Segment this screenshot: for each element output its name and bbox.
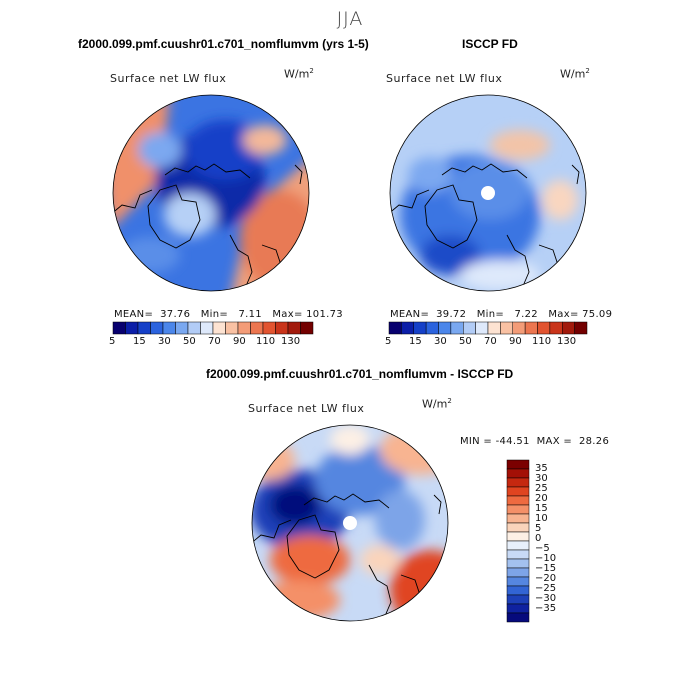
panel2-colorbar-ticks: 5 15 30 50 70 90 110 130 <box>385 336 577 347</box>
colorbar-swatch <box>506 495 530 506</box>
season-title: JJA <box>336 8 364 30</box>
colorbar-swatch <box>506 486 530 497</box>
panel1-colorbar <box>112 321 314 335</box>
colorbar-swatch <box>300 321 314 335</box>
panel1-unit: W/m2 <box>284 67 314 81</box>
panel2-colorbar <box>388 321 588 335</box>
panel3-stats: MIN = -44.51 MAX = 28.26 <box>460 436 610 447</box>
colorbar-swatch <box>506 540 530 551</box>
colorbar-swatch <box>506 477 530 488</box>
colorbar-swatch <box>506 558 530 569</box>
colorbar-swatch <box>506 522 530 533</box>
colorbar-swatch <box>506 468 530 479</box>
colorbar-swatch <box>506 594 530 605</box>
panel2-stats: MEAN= 39.72 Min= 7.22 Max= 75.09 <box>390 309 613 320</box>
panel3-variable-label: Surface net LW flux <box>248 402 365 415</box>
panel3-unit: W/m2 <box>422 397 452 411</box>
colorbar-swatch <box>506 612 530 623</box>
panel2-title: ISCCP FD <box>462 37 518 51</box>
panel1-colorbar-ticks: 5 15 30 50 70 90 110 130 <box>109 336 301 347</box>
panel3-title: f2000.099.pmf.cuushr01.c701_nomflumvm - … <box>206 367 514 381</box>
colorbar-swatch <box>506 513 530 524</box>
panel2-unit: W/m2 <box>560 67 590 81</box>
colorbar-swatch <box>506 567 530 578</box>
colorbar-swatch <box>506 576 530 587</box>
panel1-variable-label: Surface net LW flux <box>110 72 227 85</box>
panel1-title: f2000.099.pmf.cuushr01.c701_nomflumvm (y… <box>78 37 369 51</box>
colorbar-swatch <box>506 504 530 515</box>
panel1-stats: MEAN= 37.76 Min= 7.11 Max= 101.73 <box>114 309 343 320</box>
colorbar-swatch <box>506 531 530 542</box>
colorbar-swatch <box>506 459 530 470</box>
panel3-colorbar-ticks: 35 30 25 20 15 10 5 0 −5 −10 −15 −20 −25… <box>535 463 557 614</box>
colorbar-swatch <box>574 321 588 335</box>
panel3-colorbar <box>506 459 530 623</box>
panel2-variable-label: Surface net LW flux <box>386 72 503 85</box>
colorbar-swatch <box>506 603 530 614</box>
colorbar-swatch <box>506 585 530 596</box>
colorbar-swatch <box>506 549 530 560</box>
